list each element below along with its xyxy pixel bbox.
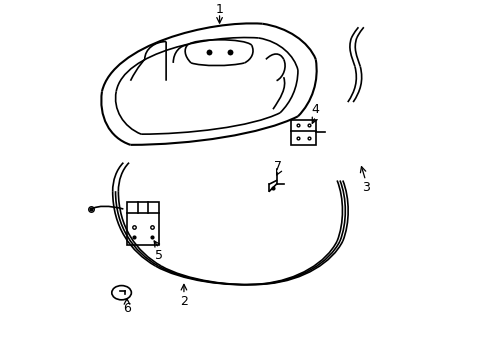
Text: 1: 1: [215, 3, 223, 16]
Text: 3: 3: [361, 181, 369, 194]
Bar: [290, 120, 315, 145]
Bar: [127, 202, 159, 244]
Text: 2: 2: [180, 295, 187, 308]
Text: 6: 6: [123, 302, 131, 315]
Text: 4: 4: [311, 103, 319, 116]
Text: 7: 7: [274, 160, 282, 173]
Text: 5: 5: [155, 249, 163, 262]
